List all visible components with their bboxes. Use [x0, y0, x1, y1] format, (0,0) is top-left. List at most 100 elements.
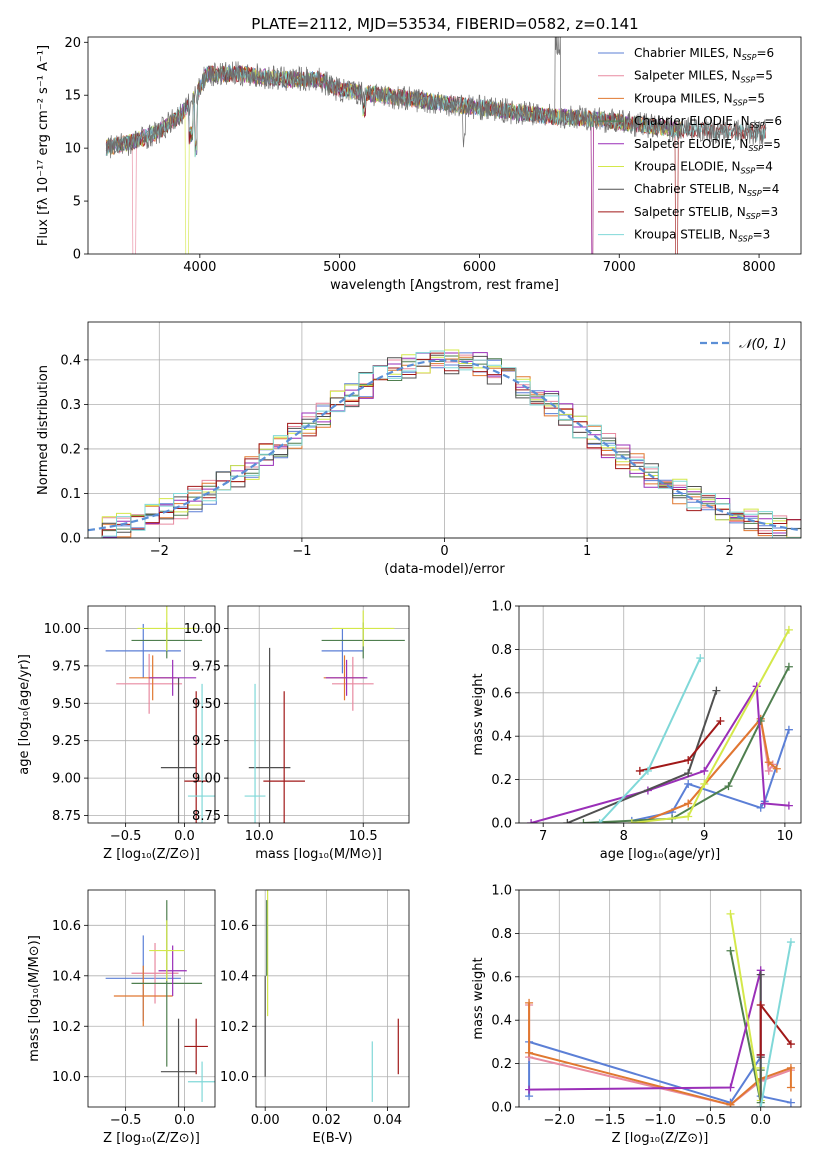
mass-weight-marker	[595, 819, 604, 823]
mass-weight-marker	[724, 782, 733, 791]
legend-text: Kroupa ELODIE, N	[634, 160, 741, 174]
mass-weight-marker	[786, 938, 795, 947]
y-tick-label: 0.0	[491, 817, 512, 832]
legend-label: Chabrier STELIB, NSSP=4	[634, 182, 779, 198]
mass-weight-marker	[726, 1083, 735, 1092]
legend-text: Kroupa STELIB, N	[634, 228, 738, 242]
normal-curve	[88, 359, 801, 532]
x-tick-label: 1	[583, 544, 591, 559]
y-axis-label: age [log₁₀(age/yr)]	[17, 654, 32, 775]
x-tick-label: −1.5	[594, 1113, 626, 1128]
y-tick-label: 0.3	[60, 398, 81, 413]
mass-weight-marker	[786, 1098, 795, 1107]
x-tick-label: 4000	[183, 260, 216, 275]
x-tick-label: 0.0	[174, 1113, 195, 1128]
legend-subscript: SSP	[750, 121, 765, 130]
plot-area	[105, 900, 215, 1107]
y-tick-label: 10.00	[184, 622, 221, 637]
y-tick-label: 0.2	[491, 773, 512, 788]
y-tick-label: 10.4	[52, 969, 81, 984]
y-tick-label: 0.6	[491, 970, 512, 985]
x-axis-label: E(B-V)	[312, 1131, 352, 1146]
mass-weight-marker	[684, 769, 693, 778]
y-tick-label: 15	[64, 89, 81, 104]
x-tick-label: 0.0	[750, 1113, 771, 1128]
plot-area	[105, 37, 767, 254]
legend-text: Chabrier MILES, N	[634, 46, 742, 60]
mass-weight-marker	[525, 998, 534, 1007]
plot-area	[527, 625, 793, 823]
legend-value: =5	[755, 69, 773, 83]
x-tick-label: 5000	[323, 260, 356, 275]
legend-label: Chabrier ELODIE, NSSP=6	[634, 114, 782, 130]
y-tick-label: 0.4	[491, 730, 512, 745]
mass-weight-line	[759, 941, 792, 1107]
legend-subscript: SSP	[741, 76, 756, 85]
legend-text: Chabrier ELODIE, N	[634, 114, 750, 128]
x-axis-label: (data-model)/error	[384, 562, 505, 577]
mass-weight-marker	[756, 970, 765, 979]
mass-weight-line	[529, 970, 762, 1091]
y-axis-label: Flux [fλ 10⁻¹⁷ erg cm⁻² s⁻¹ A⁻¹]	[36, 45, 51, 246]
y-tick-label: 0	[73, 248, 81, 263]
x-tick-label: 0.00	[251, 1113, 280, 1128]
plot-area	[244, 610, 405, 823]
y-tick-label: 10.6	[52, 919, 81, 934]
y-tick-label: 0.1	[60, 487, 81, 502]
y-axis-label: mass [log₁₀(M/M⊙)]	[27, 935, 42, 1062]
plot-area	[525, 909, 795, 1107]
x-tick-label: −0.5	[110, 829, 142, 844]
mass-weight-marker	[684, 779, 693, 788]
x-tick-label: 8	[620, 829, 628, 844]
panel-mass_weight_vs_Z: −2.0 −1.5 −1.0 −0.5 0.0 0.0 0.2 0.4 0.6 0.8 1.0 Z […	[471, 884, 802, 1146]
mass-weight-marker	[700, 779, 709, 788]
panel-age_vs_Z: −0.5 0.0 8.75 9.00 9.25 9.50 9.75 10.00 Z [log₁₀…	[17, 605, 216, 862]
x-tick-label: 10.5	[349, 829, 378, 844]
mass-weight-marker	[684, 799, 693, 808]
plot-area	[105, 606, 215, 823]
legend-subscript: SSP	[748, 144, 763, 153]
mass-weight-line	[631, 629, 790, 823]
legend-label: Salpeter MILES, NSSP=5	[634, 69, 773, 85]
y-tick-label: 8.75	[192, 809, 221, 824]
mass-weight-marker	[760, 799, 769, 808]
legend-value: =5	[763, 137, 781, 151]
x-axis-label: wavelength [Angstrom, rest frame]	[330, 278, 559, 293]
mass-weight-marker	[563, 819, 572, 823]
mass-weight-marker	[726, 909, 735, 918]
y-tick-label: 10	[64, 142, 81, 157]
axes-frame	[518, 605, 802, 824]
mass-weight-marker	[784, 625, 793, 634]
y-tick-label: 0.4	[491, 1014, 512, 1029]
mass-weight-marker	[786, 1040, 795, 1049]
x-tick-label: −2	[150, 544, 169, 559]
x-axis-label: mass [log₁₀(M/M⊙)]	[255, 847, 382, 862]
legend-text: Salpeter MILES, N	[634, 69, 741, 83]
mass-weight-marker	[696, 654, 705, 663]
y-tick-label: 0.0	[491, 1101, 512, 1116]
legend-text: Salpeter STELIB, N	[634, 205, 746, 219]
plot-area	[264, 890, 399, 1102]
mass-weight-marker	[786, 1083, 795, 1092]
y-tick-label: 9.25	[192, 734, 221, 749]
legend-value: =4	[755, 160, 773, 174]
y-tick-label: 9.75	[52, 659, 81, 674]
panel-mass_weight_vs_age: 7 8 9 10 0.0 0.2 0.4 0.6 0.8 1.0 age [log₁₀(age/yr…	[471, 600, 802, 862]
x-tick-label: −0.5	[110, 1113, 142, 1128]
legend-value: =6	[756, 46, 774, 60]
observed-spectrum	[105, 37, 767, 159]
x-axis-label: Z [log₁₀(Z/Z⊙)]	[103, 847, 200, 862]
legend-label: Chabrier MILES, NSSP=6	[634, 46, 774, 62]
y-tick-label: 10.4	[220, 969, 249, 984]
y-tick-label: 9.00	[192, 772, 221, 787]
y-tick-label: 10.0	[52, 1070, 81, 1085]
mass-weight-marker	[525, 1048, 534, 1057]
plot-area	[88, 349, 801, 538]
legend-label: Salpeter ELODIE, NSSP=5	[634, 137, 781, 153]
y-tick-label: 10.0	[220, 1070, 249, 1085]
mass-weight-marker	[756, 803, 765, 812]
mass-weight-marker	[756, 1001, 765, 1010]
mass-weight-marker	[527, 819, 536, 823]
legend-label: 𝒩(0, 1)	[739, 337, 786, 352]
y-tick-label: 10.2	[220, 1020, 249, 1035]
